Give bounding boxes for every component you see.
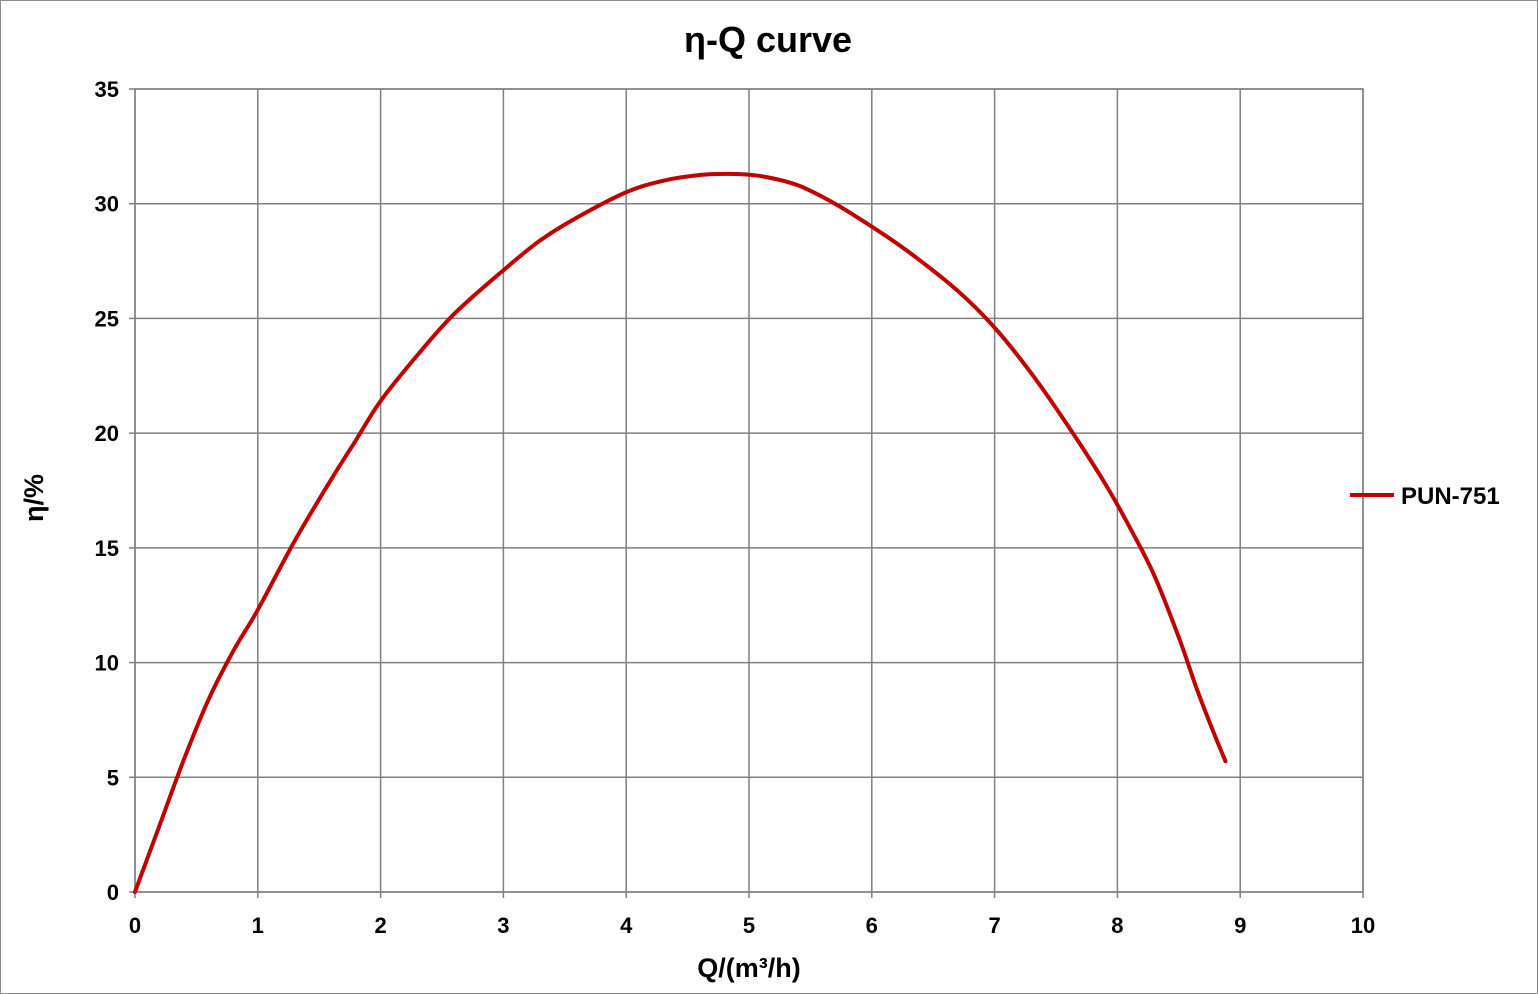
x-tick-label: 9 (1234, 913, 1246, 938)
chart-title: η-Q curve (684, 19, 852, 60)
grid (134, 88, 1364, 893)
x-tick-label: 4 (620, 913, 633, 938)
series-line-pun-751 (133, 171, 1228, 894)
y-tick-label: 0 (107, 880, 119, 905)
tick-labels: 0 1 2 3 4 5 6 7 8 9 10 0 5 10 15 20 25 30 35 (95, 77, 1376, 938)
x-tick-label: 8 (1111, 913, 1123, 938)
y-axis-label: η/% (19, 474, 49, 522)
x-tick-label: 7 (988, 913, 1000, 938)
x-tick-label: 5 (743, 913, 755, 938)
y-tick-label: 15 (95, 536, 119, 561)
y-tick-label: 5 (107, 765, 119, 790)
series-layer (133, 171, 1228, 894)
x-axis-label: Q/(m³/h) (697, 953, 800, 983)
y-tick-label: 20 (95, 421, 119, 446)
x-tick-label: 1 (252, 913, 264, 938)
legend-label-pun-751: PUN-751 (1401, 483, 1500, 510)
x-tick-label: 10 (1351, 913, 1375, 938)
y-tick-label: 35 (95, 77, 119, 102)
legend: PUN-751 (1350, 483, 1500, 510)
y-tick-label: 10 (95, 651, 119, 676)
x-tick-label: 3 (497, 913, 509, 938)
y-tick-label: 30 (95, 192, 119, 217)
x-tick-label: 0 (129, 913, 141, 938)
y-tick-label: 25 (95, 306, 119, 331)
x-tick-label: 6 (866, 913, 878, 938)
x-tick-label: 2 (374, 913, 386, 938)
